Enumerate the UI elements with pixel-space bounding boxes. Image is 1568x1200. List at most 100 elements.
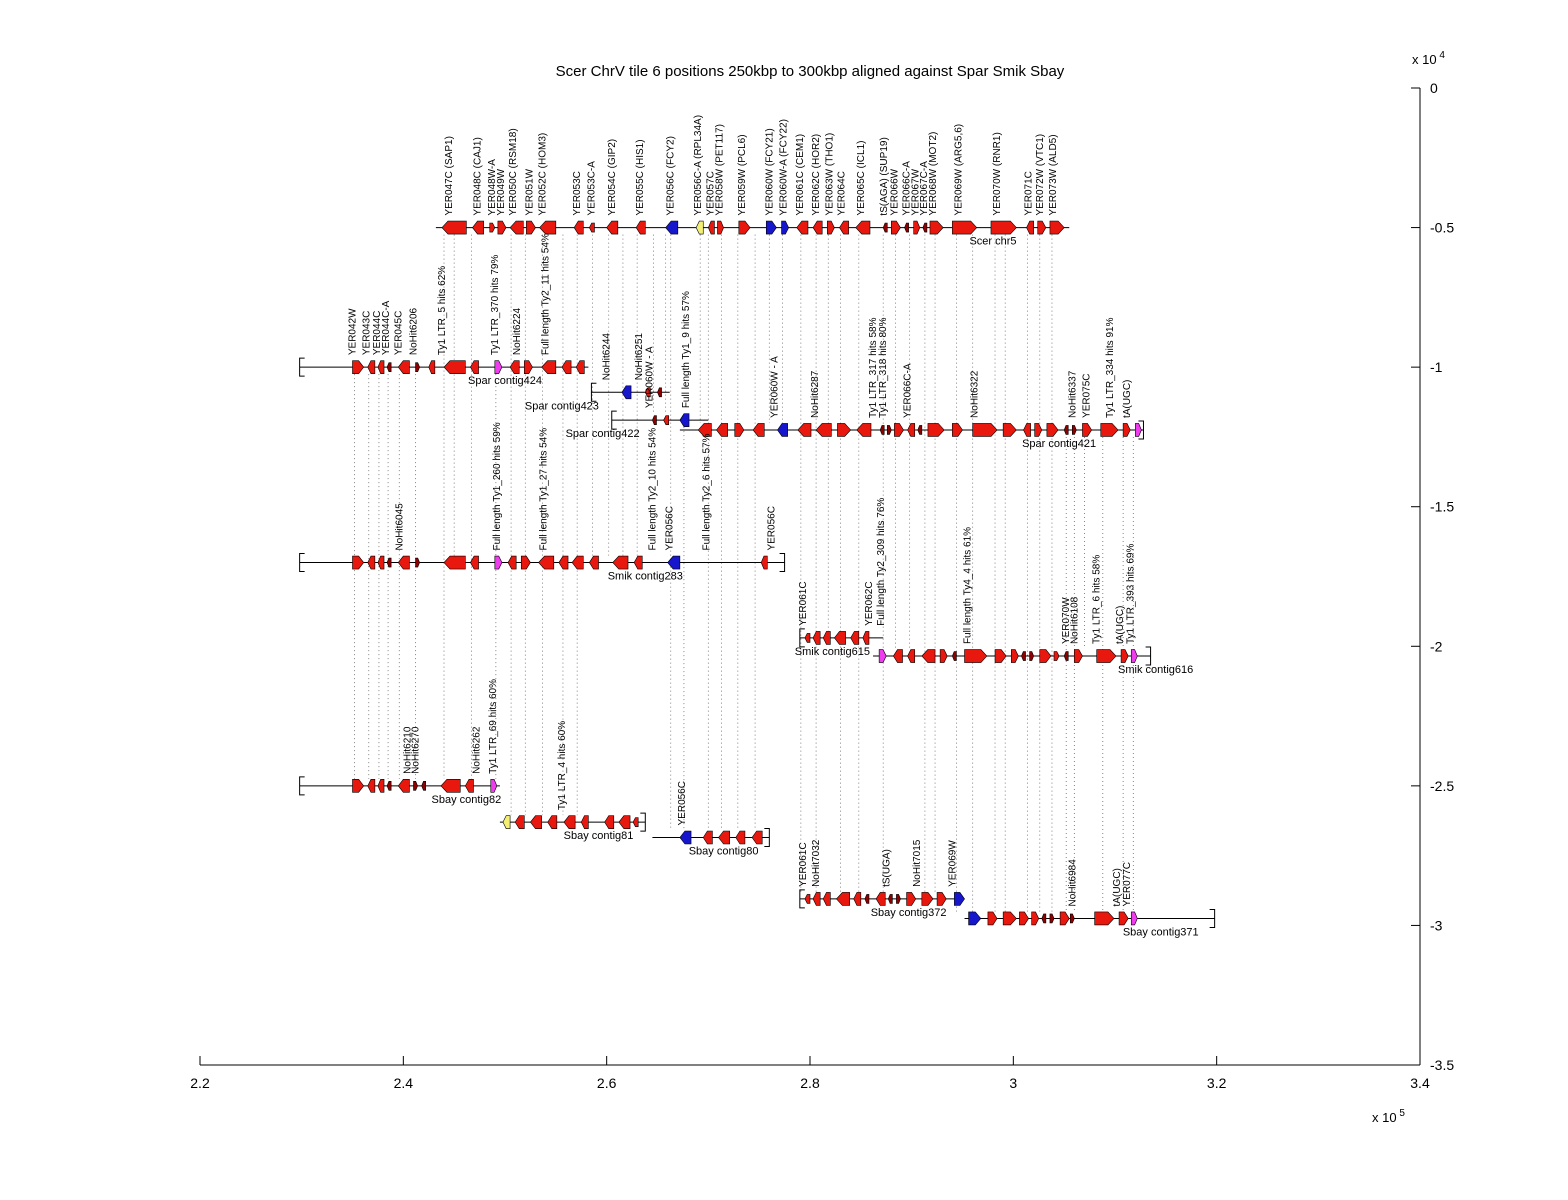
- contig-label: Scer chr5: [969, 236, 1016, 248]
- gene-arrow: [804, 894, 811, 904]
- gene-arrow: [530, 815, 542, 829]
- gene-arrow: [718, 830, 730, 845]
- gene-arrow: [887, 894, 893, 904]
- gene-arrow: [994, 649, 1007, 663]
- gene-arrow: [465, 779, 474, 793]
- gene-arrow: [1021, 651, 1026, 661]
- gene-arrow: [922, 222, 928, 233]
- gene-arrow: [352, 779, 365, 793]
- gene-label: YER056C: [665, 506, 676, 550]
- gene-label: YER060W - A: [769, 356, 780, 418]
- gene-label: NoHit6251: [634, 333, 645, 381]
- gene-label: YER063W (THO1): [824, 133, 835, 216]
- gene-arrow: [575, 360, 585, 374]
- gene-arrow: [489, 222, 496, 233]
- gene-arrow: [1082, 423, 1092, 437]
- gene-label: Ty1 LTR_393 hits 69%: [1125, 544, 1136, 645]
- y-tick-label: -1: [1430, 359, 1443, 375]
- y-tick-label: 0: [1430, 80, 1438, 96]
- right-bracket: [1138, 420, 1144, 440]
- gene-label: Ty1 LTR_6 hits 58%: [1092, 555, 1103, 644]
- gene-arrow: [886, 425, 892, 435]
- gene-arrow: [507, 555, 517, 570]
- gene-label: YER056C (FCY2): [666, 136, 677, 215]
- gene-arrow: [526, 220, 536, 235]
- gene-label: Ty1 LTR_370 hits 79%: [490, 255, 501, 356]
- gene-label: NoHit6287: [810, 370, 821, 418]
- gene-arrow: [443, 555, 466, 570]
- gene-arrow: [397, 779, 410, 793]
- ltr-marker: [878, 649, 887, 663]
- gene-arrow: [573, 220, 584, 235]
- gene-arrow: [667, 555, 681, 570]
- ltr-marker: [1130, 911, 1138, 926]
- gene-arrow: [547, 815, 558, 829]
- gene-arrow: [635, 220, 646, 235]
- gene-arrow: [894, 423, 904, 437]
- gene-label: YER050C (RSM18): [508, 128, 519, 215]
- gene-arrow: [796, 220, 809, 235]
- gene-arrow: [1002, 423, 1017, 437]
- left-bracket: [611, 410, 617, 430]
- gene-arrow: [443, 360, 466, 374]
- gene-arrow: [1029, 651, 1034, 661]
- gene-label: YER045C: [393, 311, 404, 355]
- gene-arrow: [777, 423, 788, 437]
- gene-arrow: [1049, 913, 1055, 924]
- gene-arrow: [834, 631, 846, 645]
- gene-arrow: [850, 631, 860, 645]
- gene-label: Ty1 LTR_69 hits 60%: [488, 679, 499, 774]
- gene-arrow: [1059, 911, 1070, 926]
- x-axis-exponent: x 10 5: [1372, 1108, 1405, 1125]
- gene-arrow: [952, 651, 957, 661]
- gene-label: YER072W (VTC1): [1035, 134, 1046, 216]
- gene-label: YER061C (CEM1): [795, 134, 806, 216]
- gene-arrow: [470, 555, 479, 570]
- gene-label: NoHit6337: [1067, 370, 1078, 418]
- gene-label: NoHit7015: [912, 839, 923, 887]
- gene-label: YER055C (HIS1): [635, 139, 646, 215]
- gene-label: YER069W: [947, 840, 958, 887]
- contig-label: Sbay contig80: [689, 845, 759, 857]
- gene-arrow: [440, 779, 461, 793]
- gene-label: YER069W (ARG5,6): [953, 124, 964, 216]
- right-bracket: [779, 553, 786, 573]
- gene-arrow: [702, 830, 713, 845]
- gene-label: YER052C (HOM3): [538, 133, 549, 216]
- gene-label: Ty1 LTR_5 hits 62%: [437, 266, 448, 355]
- gene-arrow: [1019, 911, 1029, 926]
- gene-arrow: [621, 385, 632, 400]
- gene-arrow: [879, 425, 885, 435]
- gene-arrow: [697, 423, 712, 437]
- gene-arrow: [875, 892, 886, 906]
- gene-arrow: [751, 830, 763, 845]
- gene-arrow: [853, 892, 862, 906]
- gene-arrow: [679, 830, 692, 845]
- gene-arrow: [441, 220, 467, 235]
- gene-label: YER067W: [911, 168, 922, 215]
- gene-arrow: [644, 387, 651, 398]
- gene-arrow: [804, 633, 811, 643]
- y-axis-exponent: x 10 4: [1412, 50, 1445, 67]
- gene-arrow: [1063, 651, 1069, 661]
- contig-label: Spar contig421: [1022, 438, 1096, 450]
- gene-arrow: [717, 220, 724, 235]
- gene-arrow: [663, 415, 669, 425]
- gene-label: YER064C: [837, 171, 848, 215]
- gene-arrow: [826, 220, 835, 235]
- gene-label: YER051W: [524, 168, 535, 215]
- gene-arrow: [952, 220, 978, 235]
- gene-arrow: [665, 220, 679, 235]
- gene-label: YER067C-A: [919, 161, 930, 216]
- gene-label: YER056C-A (RPL34A): [693, 115, 704, 216]
- gene-label: Full length Ty1_27 hits 54%: [539, 428, 550, 551]
- gene-arrow: [893, 649, 903, 663]
- gene-label: NoHit6244: [602, 333, 613, 381]
- gene-label: YER066C-A: [902, 161, 913, 216]
- gene-arrow: [377, 555, 385, 570]
- gene-label: YER056C: [766, 506, 777, 550]
- gene-label: Full length Ty2_11 hits 54%: [541, 233, 552, 355]
- gene-arrow: [1100, 423, 1119, 437]
- gene-arrow: [470, 360, 479, 374]
